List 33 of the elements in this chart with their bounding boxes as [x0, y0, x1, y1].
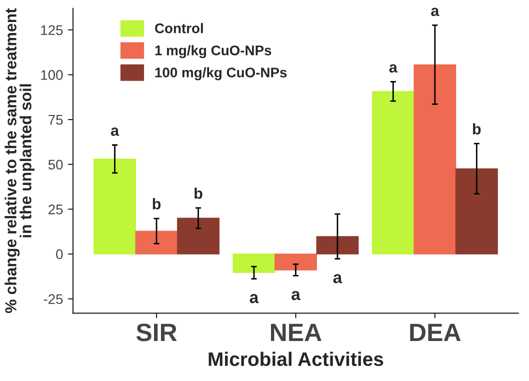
x-tick-label: NEA — [270, 324, 322, 342]
x-axis-title: Microbial Activities — [208, 352, 384, 366]
data-label: b — [194, 188, 202, 199]
bar — [94, 158, 136, 254]
data-label: a — [333, 274, 342, 284]
bar — [372, 91, 414, 254]
bar — [232, 254, 276, 274]
y-tick-label: 75 — [48, 115, 63, 125]
bar — [316, 236, 359, 254]
data-label: b — [152, 198, 161, 210]
bar — [414, 64, 456, 254]
bar — [177, 218, 220, 254]
data-label: a — [292, 291, 300, 300]
bar — [274, 254, 317, 270]
data-label: a — [110, 128, 120, 136]
bar — [455, 168, 498, 254]
x-tick-label: DEA — [410, 324, 461, 342]
data-label: a — [389, 64, 398, 73]
data-label: a — [431, 8, 440, 16]
legend-label: 1 mg/kg CuO-NPs — [155, 45, 272, 58]
y-axis-title: % change relative to the same treatment in the unplanted soil — [4, 8, 35, 314]
y-tick-label: 0 — [56, 249, 63, 260]
y-tick-label: 50 — [48, 160, 63, 170]
y-tick-label: 25 — [48, 204, 63, 214]
y-tick-label: -25 — [44, 294, 63, 304]
legend-label: 100 mg/kg CuO-NPs — [155, 67, 287, 80]
y-tick-label: 100 — [41, 70, 63, 80]
data-label: a — [250, 294, 259, 304]
bar — [135, 230, 178, 254]
data-label: b — [473, 123, 481, 134]
x-tick-label: SIR — [136, 324, 177, 342]
y-tick-label: 125 — [41, 25, 63, 36]
legend-label: Control — [155, 23, 203, 34]
